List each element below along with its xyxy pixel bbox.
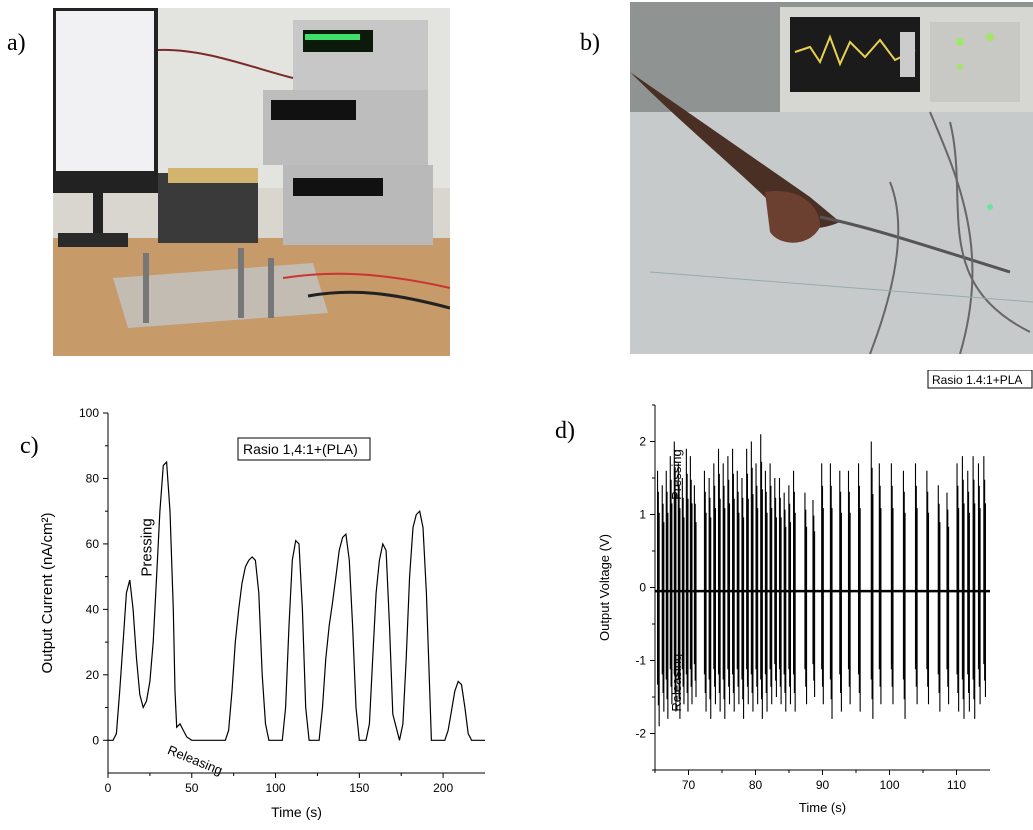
y-tick-label: 2: [639, 435, 646, 449]
x-tick-label: 100: [266, 781, 286, 795]
y-tick-label: 100: [79, 406, 99, 420]
panel-label-c: c): [20, 433, 39, 459]
y-axis-label: Output Current (nA/cm²): [39, 513, 56, 674]
chart-output-voltage: 70 80 90 100 110 -2 -1 0 1 2 Time (s) Output Volt…: [597, 370, 1033, 815]
panel-label-a: a): [7, 30, 26, 56]
y-tick-label: 20: [86, 668, 100, 682]
legend-box: [237, 437, 371, 461]
panel-label-b: b): [580, 30, 600, 56]
x-axis-label: Time (s): [271, 804, 322, 820]
x-tick-label: 0: [105, 781, 112, 795]
y-tick-label: 0: [92, 733, 99, 747]
oscilloscope-photo: [630, 2, 1033, 354]
series-line: [108, 460, 485, 741]
x-tick-label: 100: [879, 778, 899, 792]
chart-output-current: 0 50 100 150 200 0 20 40 60 80 100 Time (s) Output…: [39, 406, 485, 820]
y-tick-label: 40: [86, 602, 100, 616]
lab-setup-illustration: [53, 8, 450, 356]
y-tick-label: 60: [86, 537, 100, 551]
x-tick-label: 80: [749, 778, 763, 792]
legend-label: Rasio 1.4:1+PLA: [932, 373, 1022, 387]
legend-box: [927, 370, 1033, 389]
x-tick-label: 150: [349, 781, 369, 795]
x-axis-label: Time (s): [799, 800, 846, 815]
annotation-releasing: Releasing: [669, 654, 684, 712]
lab-setup-photo: [53, 8, 450, 356]
y-tick-label: 1: [639, 508, 646, 522]
x-tick-label: 200: [433, 781, 453, 795]
legend-label: Rasio 1,4:1+(PLA): [243, 441, 358, 457]
annotation-pressing: Pressing: [139, 518, 156, 576]
y-tick-label: -2: [635, 727, 646, 741]
y-tick-label: -1: [635, 654, 646, 668]
x-tick-label: 70: [682, 778, 696, 792]
panel-label-d: d): [555, 418, 575, 444]
x-tick-label: 90: [816, 778, 830, 792]
x-tick-label: 50: [185, 781, 199, 795]
y-tick-label: 0: [639, 581, 646, 595]
y-tick-label: 80: [86, 471, 100, 485]
annotation-releasing: Releasing: [166, 742, 225, 778]
y-axis-label: Output Voltage (V): [597, 534, 612, 641]
x-tick-label: 110: [947, 778, 966, 792]
annotation-pressing: Pressing: [669, 449, 684, 500]
oscilloscope-illustration: [630, 2, 1033, 354]
